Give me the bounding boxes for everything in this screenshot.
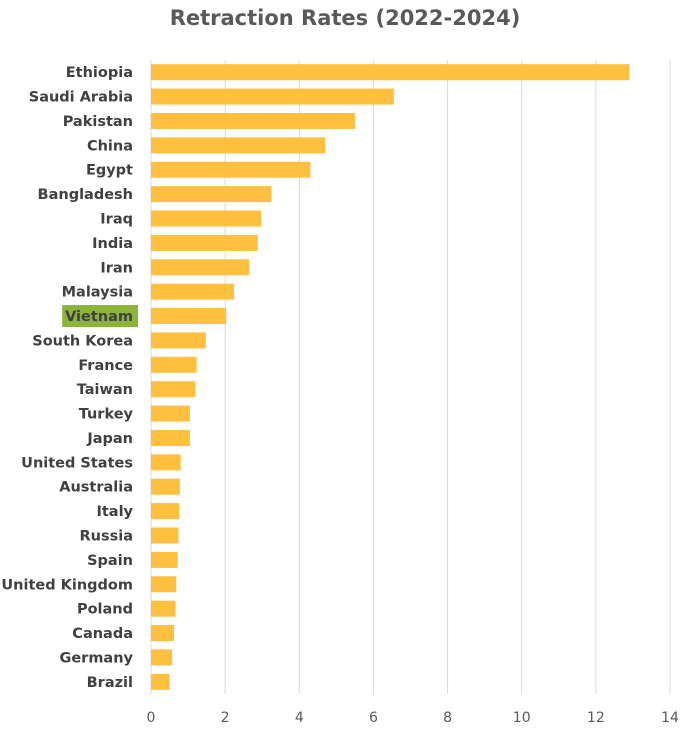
bar xyxy=(151,161,311,178)
category-highlight xyxy=(62,305,139,328)
bar xyxy=(151,234,258,251)
category-label: Bangladesh xyxy=(38,187,133,203)
category-label: Australia xyxy=(59,480,133,496)
bar xyxy=(151,454,181,471)
category-label: Japan xyxy=(86,431,133,447)
category-label: Spain xyxy=(87,553,133,569)
category-label: Turkey xyxy=(79,407,134,423)
bar xyxy=(151,332,206,349)
category-label: Germany xyxy=(59,650,133,666)
x-tick-label: 12 xyxy=(587,710,605,726)
bar xyxy=(151,259,250,276)
bar xyxy=(151,64,630,81)
bar xyxy=(151,625,174,642)
bar xyxy=(151,527,179,544)
bar xyxy=(151,649,173,666)
x-tick-label: 0 xyxy=(147,710,156,726)
bar xyxy=(151,356,197,373)
category-label: Vietnam xyxy=(65,309,133,325)
bar xyxy=(151,600,176,617)
category-label: France xyxy=(78,358,133,374)
chart-title: Retraction Rates (2022-2024) xyxy=(169,6,521,30)
bar xyxy=(151,405,190,422)
bar xyxy=(151,210,262,227)
category-label: Poland xyxy=(77,602,133,618)
category-label: Brazil xyxy=(87,675,133,691)
x-tick-label: 14 xyxy=(661,710,679,726)
category-label: Iran xyxy=(100,260,133,276)
category-label: Pakistan xyxy=(63,114,133,130)
category-label: Russia xyxy=(79,529,133,545)
bar xyxy=(151,137,326,154)
category-label: Ethiopia xyxy=(66,65,133,81)
bar xyxy=(151,503,180,520)
category-label: Egypt xyxy=(86,163,133,179)
bar xyxy=(151,283,235,300)
bar xyxy=(151,673,170,690)
category-label: Italy xyxy=(96,504,133,520)
category-label: United Kingdom xyxy=(1,577,133,593)
category-label: China xyxy=(87,138,133,154)
bar xyxy=(151,478,180,495)
x-tick-label: 4 xyxy=(295,710,304,726)
x-tick-label: 8 xyxy=(443,710,452,726)
bar xyxy=(151,308,227,325)
bar xyxy=(151,186,272,203)
category-label: United States xyxy=(21,455,133,471)
category-label: India xyxy=(92,236,133,252)
bar xyxy=(151,576,177,593)
category-label: South Korea xyxy=(32,333,133,349)
bar xyxy=(151,381,196,398)
category-label: Taiwan xyxy=(77,382,133,398)
x-tick-label: 6 xyxy=(369,710,378,726)
x-tick-label: 2 xyxy=(221,710,230,726)
category-label: Saudi Arabia xyxy=(29,90,133,106)
bar xyxy=(151,112,355,129)
x-tick-label: 10 xyxy=(513,710,531,726)
category-label: Canada xyxy=(72,626,133,642)
category-label: Iraq xyxy=(100,212,133,228)
bar xyxy=(151,88,394,105)
bar xyxy=(151,429,190,446)
bar xyxy=(151,551,178,568)
category-label: Malaysia xyxy=(62,285,133,301)
